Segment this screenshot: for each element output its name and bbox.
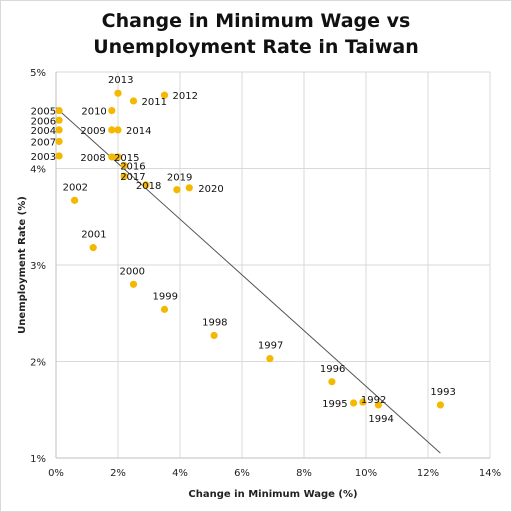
chart-title-line1: Change in Minimum Wage vs <box>101 10 411 32</box>
data-point-label: 1992 <box>361 395 386 406</box>
data-point <box>160 91 169 99</box>
data-point <box>114 89 122 97</box>
data-point <box>266 355 274 363</box>
data-point <box>210 331 218 340</box>
data-point-label: 2006 <box>31 116 56 127</box>
axes <box>55 72 490 459</box>
data-point-label: 1999 <box>153 291 178 302</box>
data-point-label: 1998 <box>202 317 227 328</box>
data-point-label: 2016 <box>120 162 145 173</box>
data-point <box>55 126 63 134</box>
data-point-label: 2011 <box>142 97 167 108</box>
data-point <box>120 162 128 170</box>
trendline-path <box>55 107 441 454</box>
data-point-label: 2004 <box>31 126 56 137</box>
data-point <box>108 107 116 115</box>
x-tick-label: 10% <box>355 468 377 479</box>
chart-title: Change in Minimum Wage vs Unemployment R… <box>0 8 512 60</box>
data-point-label: 2001 <box>81 230 106 241</box>
data-point <box>108 153 116 161</box>
data-point <box>359 398 367 406</box>
data-point <box>374 401 382 409</box>
data-point-label: 2007 <box>31 137 56 148</box>
data-point-label: 2012 <box>173 91 198 102</box>
y-tick-label: 3% <box>30 261 46 272</box>
data-point-label: 2015 <box>114 153 139 164</box>
data-point-label: 2003 <box>31 152 56 163</box>
data-point <box>185 184 193 192</box>
data-points <box>55 89 444 409</box>
data-point-label: 2020 <box>198 184 223 195</box>
trendline <box>55 107 441 454</box>
x-axis-label: Change in Minimum Wage (%) <box>188 489 357 500</box>
y-tick-label: 1% <box>30 454 46 465</box>
data-point <box>129 97 138 105</box>
data-point <box>55 152 63 160</box>
x-tick-label: 4% <box>172 468 188 479</box>
x-tick-label: 12% <box>417 468 439 479</box>
data-point-label: 2014 <box>126 126 151 137</box>
data-point-label: 1996 <box>320 364 345 375</box>
data-point <box>108 126 116 134</box>
x-tick-label: 8% <box>296 468 312 479</box>
data-point-label: 2008 <box>80 153 105 164</box>
x-tick-label: 6% <box>234 468 250 479</box>
data-point-label: 1997 <box>258 341 283 352</box>
chart-title-line2: Unemployment Rate in Taiwan <box>93 36 419 58</box>
tick-labels: 0% 2% 4% 6% 8% 10% 12% 14% 1% 2% 3% 4% 5% <box>30 68 501 479</box>
data-point-label: 2005 <box>31 107 56 118</box>
y-tick-label: 4% <box>30 165 46 176</box>
data-point-label: 2009 <box>80 126 105 137</box>
data-point <box>114 153 122 161</box>
data-point-label: 1993 <box>430 387 455 398</box>
grid-lines <box>56 71 491 458</box>
data-point-label: 2002 <box>63 182 88 193</box>
data-point <box>89 244 97 252</box>
data-point-label: 2019 <box>167 173 192 184</box>
y-axis-label: Unemployment Rate (%) <box>17 196 28 334</box>
data-point-label: 2010 <box>81 107 106 118</box>
data-point <box>114 126 122 134</box>
data-point <box>120 172 128 180</box>
data-point <box>55 107 63 115</box>
data-point-label: 2013 <box>108 75 133 86</box>
y-tick-label: 5% <box>30 68 46 79</box>
data-point-label: 1994 <box>368 414 393 425</box>
y-tick-label: 2% <box>30 358 46 369</box>
data-point <box>328 378 336 386</box>
data-point-label: 2000 <box>120 266 145 277</box>
data-point-label: 2017 <box>120 172 145 183</box>
data-point <box>55 116 63 124</box>
data-point <box>350 399 358 407</box>
data-point-label: 2018 <box>136 181 161 192</box>
data-point <box>71 196 79 204</box>
data-point <box>55 137 63 146</box>
data-point <box>160 305 169 313</box>
x-tick-label: 14% <box>479 468 501 479</box>
x-tick-label: 2% <box>110 468 126 479</box>
data-point <box>436 401 444 409</box>
data-point <box>129 280 138 288</box>
data-point-label: 1995 <box>322 399 347 410</box>
x-tick-label: 0% <box>48 468 64 479</box>
data-point <box>173 186 181 194</box>
data-point <box>142 181 150 189</box>
